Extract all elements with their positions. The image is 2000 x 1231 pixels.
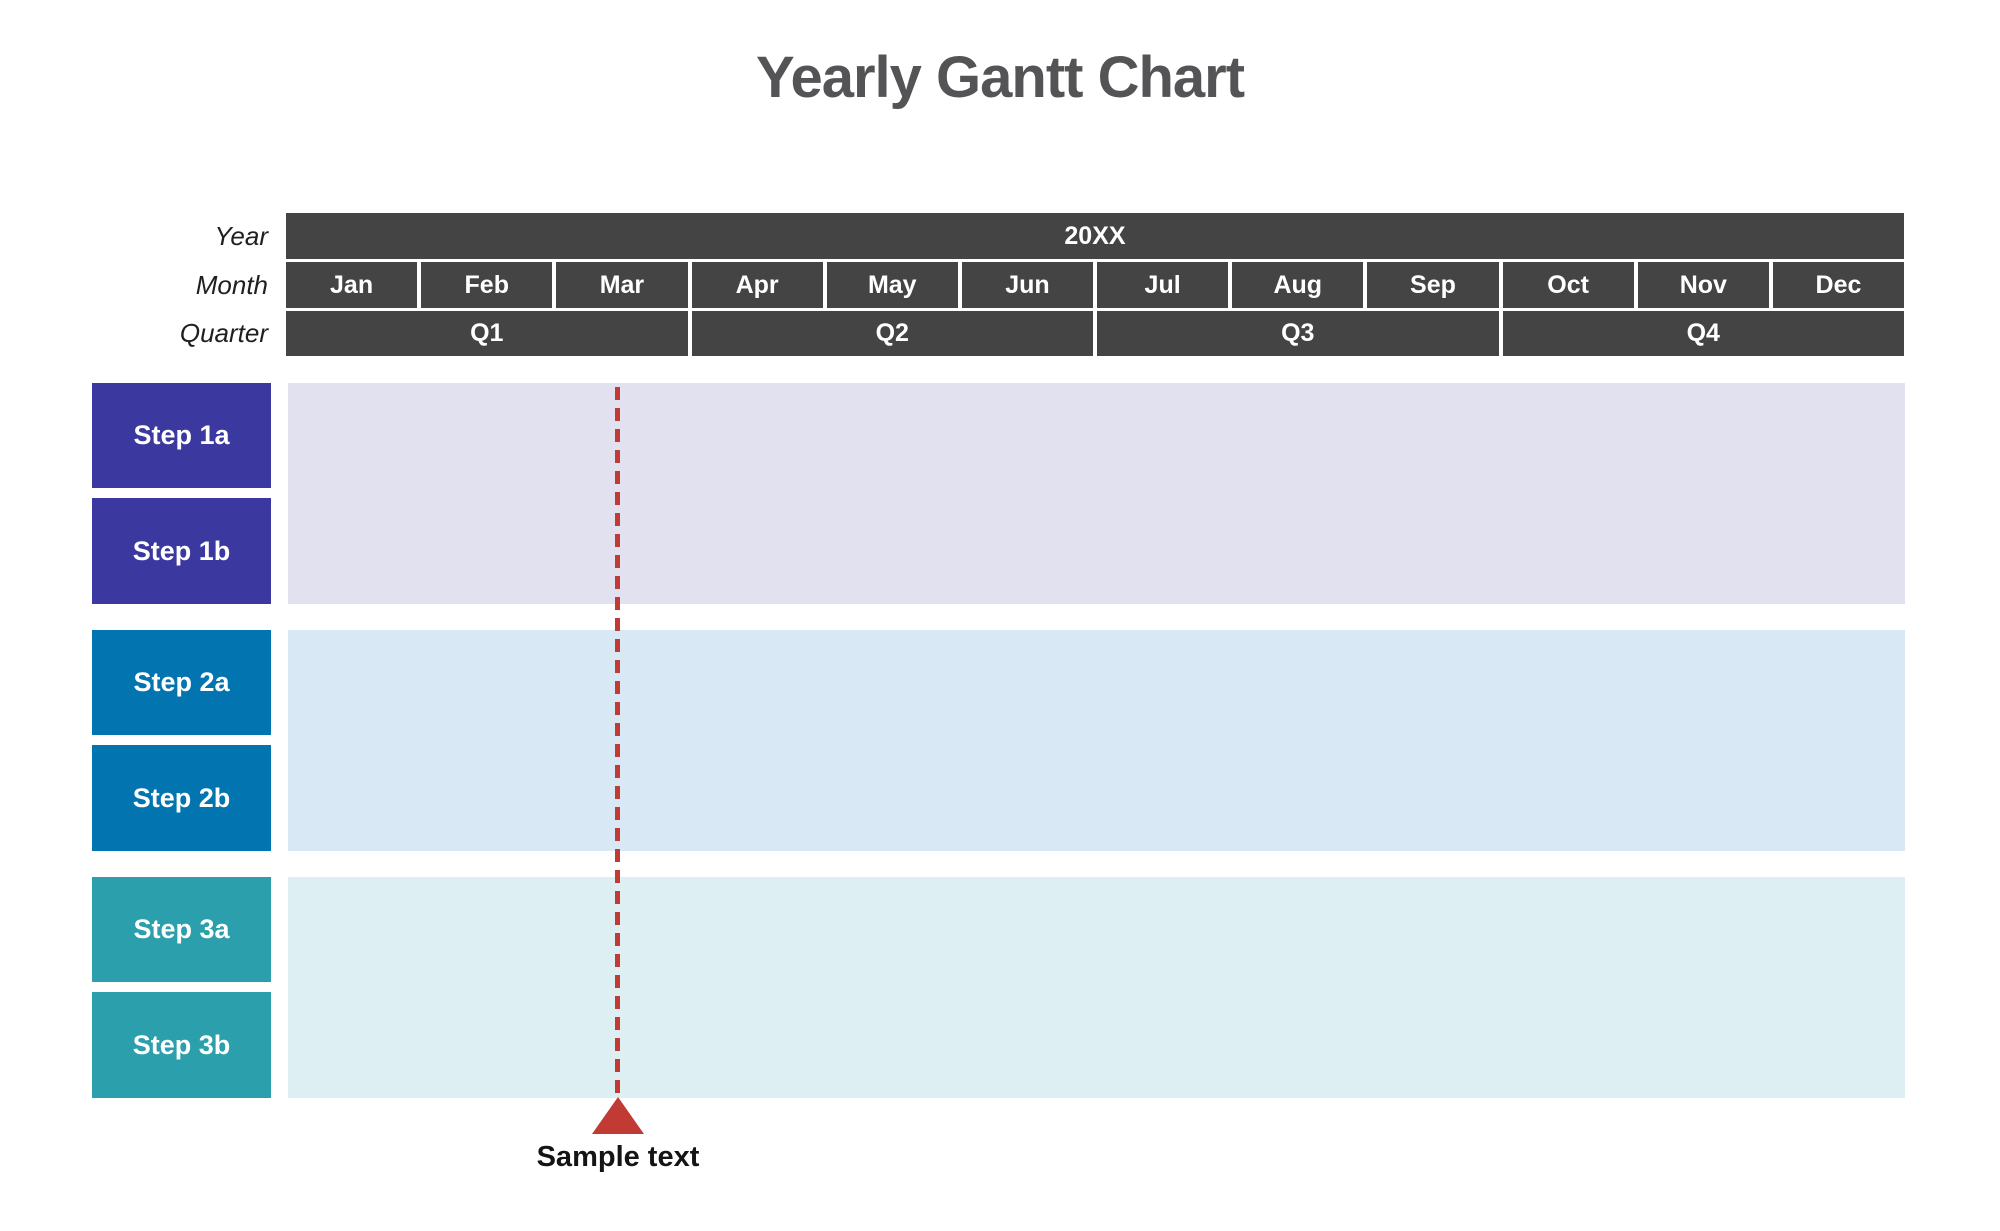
month-row: Jan Feb Mar Apr May Jun Jul Aug Sep Oct … [286, 262, 1905, 308]
month-cell: Jan [286, 262, 418, 308]
quarter-cell: Q2 [691, 311, 1093, 356]
step-label-1a: Step 1a [92, 383, 271, 488]
month-cell: Aug [1232, 262, 1364, 308]
step-label-2b: Step 2b [92, 745, 271, 851]
gantt-track-group-2 [288, 630, 1905, 851]
month-cell: Oct [1502, 262, 1634, 308]
timeline-header: 20XX Jan Feb Mar Apr May Jun Jul Aug Sep… [286, 213, 1905, 359]
year-cell: 20XX [286, 213, 1904, 259]
month-cell: Dec [1772, 262, 1905, 308]
quarter-cell: Q3 [1097, 311, 1499, 356]
year-row: 20XX [286, 213, 1904, 259]
month-cell: May [826, 262, 958, 308]
month-cell: Mar [556, 262, 688, 308]
step-group-3: Step 3a Step 3b [0, 877, 2000, 1098]
month-cell: Feb [421, 262, 553, 308]
quarter-cell: Q1 [286, 311, 688, 356]
month-axis-label: Month [195, 270, 268, 300]
milestone-label: Sample text [536, 1141, 700, 1173]
step-label-3b: Step 3b [92, 992, 271, 1098]
step-group-2: Step 2a Step 2b [0, 630, 2000, 851]
step-label-3a: Step 3a [92, 877, 271, 982]
month-cell: Nov [1637, 262, 1769, 308]
quarter-cell: Q4 [1502, 311, 1904, 356]
step-label-1b: Step 1b [92, 498, 271, 604]
quarter-axis-label: Quarter [179, 318, 268, 348]
milestone-dashed-line [615, 387, 620, 1094]
gantt-track-group-3 [288, 877, 1905, 1098]
quarter-row: Q1 Q2 Q3 Q4 [286, 311, 1904, 356]
step-label-2a: Step 2a [92, 630, 271, 735]
month-cell: Apr [691, 262, 823, 308]
gantt-track-group-1 [288, 383, 1905, 604]
page-title: Yearly Gantt Chart [755, 45, 1245, 110]
month-cell: Jun [961, 262, 1094, 308]
step-group-1: Step 1a Step 1b [0, 383, 2000, 604]
milestone-triangle-icon [592, 1097, 644, 1134]
month-cell: Sep [1367, 262, 1499, 308]
year-axis-label: Year [214, 221, 269, 251]
month-cell: Jul [1097, 262, 1229, 308]
